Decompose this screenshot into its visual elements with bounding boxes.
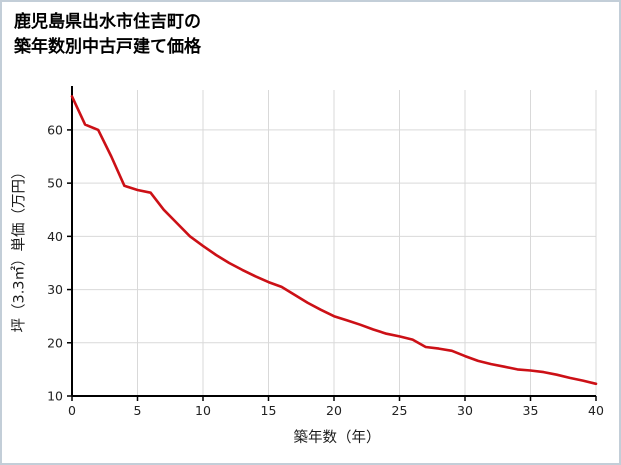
svg-text:20: 20 [47, 335, 63, 350]
svg-text:10: 10 [47, 389, 63, 404]
svg-text:20: 20 [326, 403, 342, 418]
chart-title-line2: 築年数別中古戸建て価格 [14, 36, 201, 57]
svg-text:40: 40 [47, 229, 63, 244]
svg-text:60: 60 [47, 122, 63, 137]
x-axis-title: 築年数（年） [293, 430, 381, 446]
svg-text:25: 25 [392, 403, 408, 418]
svg-text:5: 5 [134, 403, 142, 418]
svg-text:30: 30 [457, 403, 473, 418]
svg-text:50: 50 [47, 176, 63, 191]
chart-title-line1: 鹿児島県出水市住吉町の [14, 12, 201, 32]
y-axis-title: 坪（3.3㎡）単価（万円） [11, 164, 28, 333]
price-line [70, 95, 598, 386]
svg-text:35: 35 [523, 403, 539, 418]
svg-text:30: 30 [47, 282, 63, 297]
y-tick-labels: 10 20 30 40 50 60 [47, 122, 63, 403]
svg-text:10: 10 [195, 403, 211, 418]
svg-text:15: 15 [261, 403, 277, 418]
x-tick-labels: 0 5 10 15 20 25 30 35 40 [68, 403, 604, 418]
chart-title: 鹿児島県出水市住吉町の 築年数別中古戸建て価格 [14, 10, 201, 59]
grid [72, 90, 597, 396]
svg-text:40: 40 [588, 403, 604, 418]
tick-marks [67, 129, 597, 401]
svg-text:0: 0 [68, 403, 76, 418]
